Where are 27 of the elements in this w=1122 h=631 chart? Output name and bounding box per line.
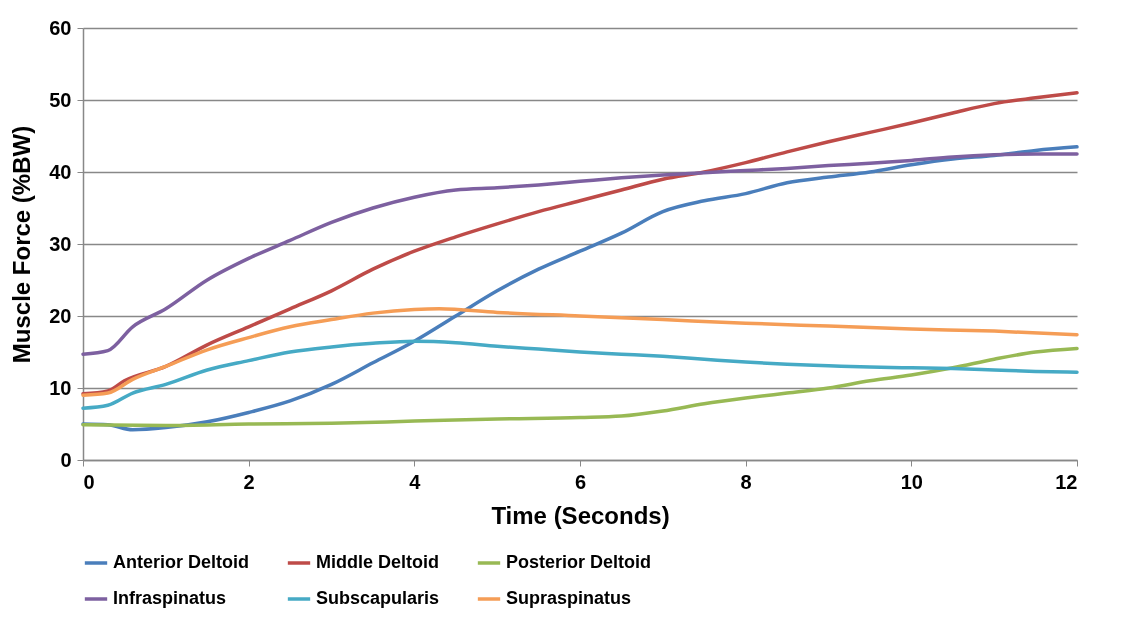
x-axis-title: Time (Seconds) — [491, 501, 670, 529]
y-tick-label: 10 — [49, 376, 72, 399]
x-tick-label: 10 — [900, 470, 923, 493]
legend-label: Anterior Deltoid — [113, 552, 250, 572]
line-series — [81, 346, 1079, 428]
x-tick-label: 4 — [409, 470, 422, 493]
x-tick-label: 2 — [243, 470, 255, 493]
y-tick-label: 30 — [49, 232, 72, 255]
x-tick-label: 8 — [740, 470, 752, 493]
y-axis-title: Muscle Force (%BW) — [8, 125, 36, 364]
line-series — [81, 152, 1079, 356]
y-tick-label: 50 — [49, 88, 72, 111]
legend-label: Middle Deltoid — [316, 552, 439, 572]
y-tick-label: 0 — [60, 448, 72, 471]
legend-label: Supraspinatus — [506, 588, 632, 608]
line-series — [81, 91, 1079, 396]
y-tick-label: 20 — [49, 304, 72, 327]
x-tick-label: 12 — [1055, 470, 1078, 493]
line-series — [81, 307, 1079, 397]
x-tick-label: 6 — [574, 470, 587, 493]
legend-label: Infraspinatus — [113, 588, 227, 608]
x-tick-label: 0 — [83, 470, 95, 493]
line-series — [81, 339, 1079, 410]
legend-label: Subscapularis — [316, 588, 440, 608]
legend-label: Posterior Deltoid — [506, 552, 652, 572]
y-tick-label: 60 — [49, 16, 72, 39]
y-tick-label: 40 — [49, 160, 72, 183]
